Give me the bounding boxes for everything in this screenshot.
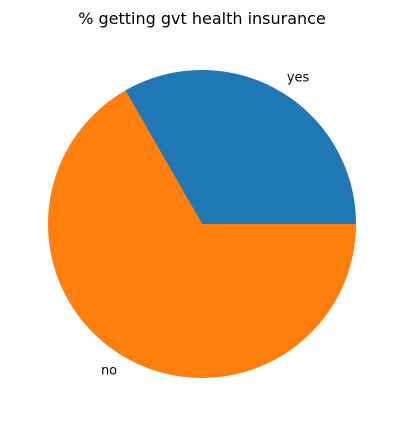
chart-title: % getting gvt health insurance: [78, 9, 326, 28]
pie-slices: [48, 70, 356, 378]
pie-labels: yes no: [101, 70, 310, 378]
pie-label-yes: yes: [287, 70, 310, 85]
pie-label-no: no: [101, 364, 117, 379]
pie-slice-no: [48, 90, 356, 378]
pie-slice-yes: [125, 70, 356, 224]
